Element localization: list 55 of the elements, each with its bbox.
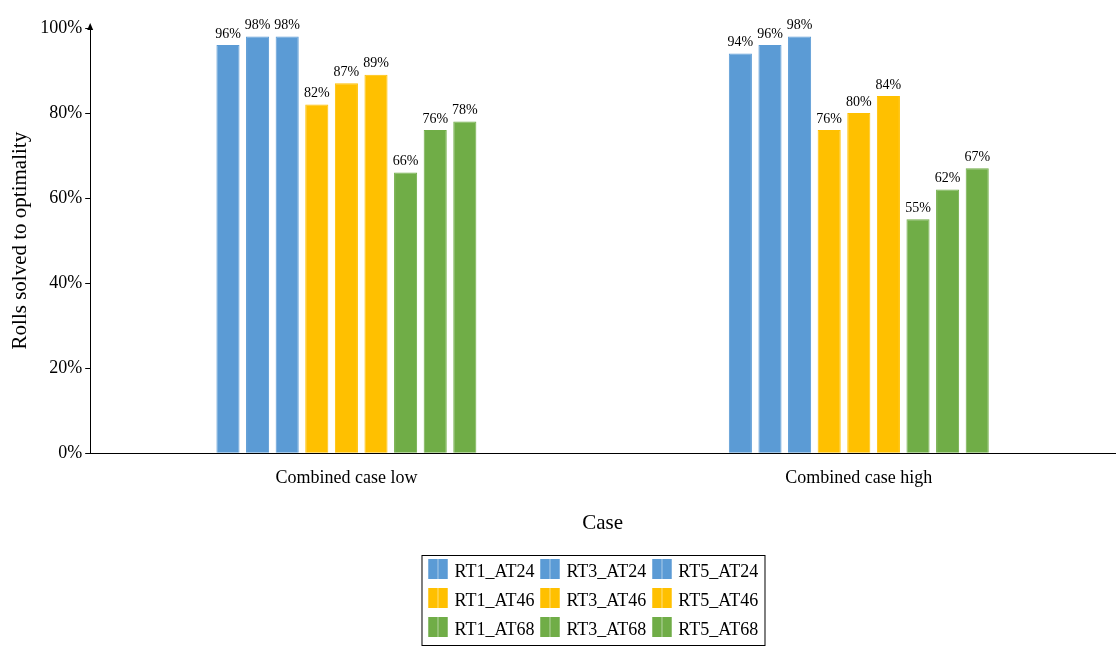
legend-label: RT3_AT68 <box>566 619 647 640</box>
x-tick-label: Combined case high <box>785 466 933 487</box>
data-label: 80% <box>845 93 872 109</box>
x-axis-title: Case <box>582 509 624 534</box>
legend-label: RT5_AT46 <box>678 590 759 611</box>
data-label: 82% <box>303 85 330 101</box>
data-label: 94% <box>727 34 754 50</box>
data-label: 96% <box>757 25 784 41</box>
bar <box>906 219 930 453</box>
bar <box>394 172 418 453</box>
data-label: 96% <box>215 25 242 41</box>
data-label: 89% <box>363 55 390 71</box>
y-axis-title: Rolls solved to optimality <box>7 131 32 350</box>
bar <box>364 74 388 453</box>
data-label: 66% <box>392 153 419 169</box>
data-label: 78% <box>451 102 478 118</box>
data-label: 98% <box>274 17 301 33</box>
legend-label: RT5_AT68 <box>678 619 759 640</box>
bar <box>817 130 841 453</box>
bar <box>876 96 900 453</box>
bar <box>305 104 329 453</box>
bar <box>936 189 960 453</box>
legend-label: RT1_AT24 <box>454 561 535 582</box>
bar <box>847 113 871 453</box>
legend-label: RT3_AT46 <box>566 590 647 611</box>
y-tick-label: 40% <box>49 271 83 292</box>
bar <box>334 83 358 453</box>
bar <box>453 121 477 453</box>
bar <box>728 53 752 453</box>
data-label: 67% <box>964 148 991 164</box>
legend-label: RT3_AT24 <box>566 561 647 582</box>
data-label: 62% <box>934 170 961 186</box>
bar <box>788 36 812 453</box>
y-tick-label: 80% <box>49 101 83 122</box>
y-tick-label: 0% <box>58 441 83 462</box>
bar <box>758 45 782 453</box>
bar <box>423 130 447 453</box>
data-label: 84% <box>875 76 902 92</box>
x-tick-label: Combined case low <box>275 466 418 487</box>
data-label: 55% <box>905 200 932 216</box>
legend-label: RT1_AT46 <box>454 590 535 611</box>
bar <box>275 36 299 453</box>
data-label: 76% <box>422 110 449 126</box>
data-label: 98% <box>244 17 271 33</box>
legend-label: RT5_AT24 <box>678 561 759 582</box>
bar <box>965 168 989 453</box>
bar <box>246 36 270 453</box>
legend-label: RT1_AT68 <box>454 619 535 640</box>
data-label: 87% <box>333 63 360 79</box>
data-label: 76% <box>816 110 843 126</box>
data-label: 98% <box>786 17 813 33</box>
y-tick-label: 100% <box>40 16 83 37</box>
y-tick-label: 20% <box>49 356 83 377</box>
bar <box>216 45 240 453</box>
y-tick-label: 60% <box>49 186 83 207</box>
